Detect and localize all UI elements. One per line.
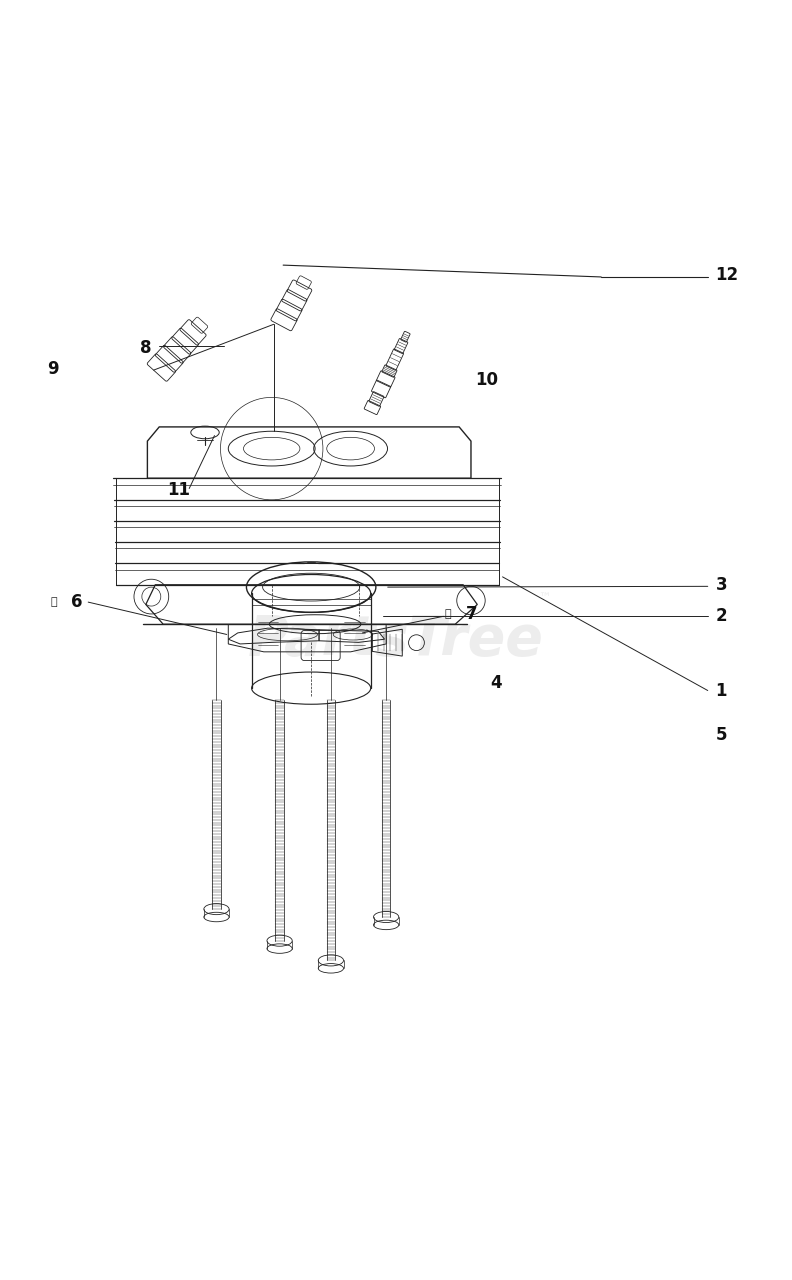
Text: 11: 11 <box>167 481 190 499</box>
Text: 5: 5 <box>716 726 727 744</box>
Text: 9: 9 <box>48 360 59 379</box>
Text: ™: ™ <box>538 593 550 605</box>
Text: 1: 1 <box>716 682 727 700</box>
Text: Ⓐ: Ⓐ <box>51 596 57 607</box>
Text: 4: 4 <box>491 675 502 692</box>
Text: 7: 7 <box>466 605 477 623</box>
Text: 3: 3 <box>716 576 727 594</box>
Text: 12: 12 <box>716 266 739 284</box>
Text: PartsTree: PartsTree <box>248 613 544 667</box>
Text: 6: 6 <box>70 593 82 611</box>
Text: 2: 2 <box>716 607 727 626</box>
Text: Ⓐ: Ⓐ <box>445 609 451 620</box>
Text: 10: 10 <box>475 370 498 389</box>
Text: 8: 8 <box>139 339 151 357</box>
